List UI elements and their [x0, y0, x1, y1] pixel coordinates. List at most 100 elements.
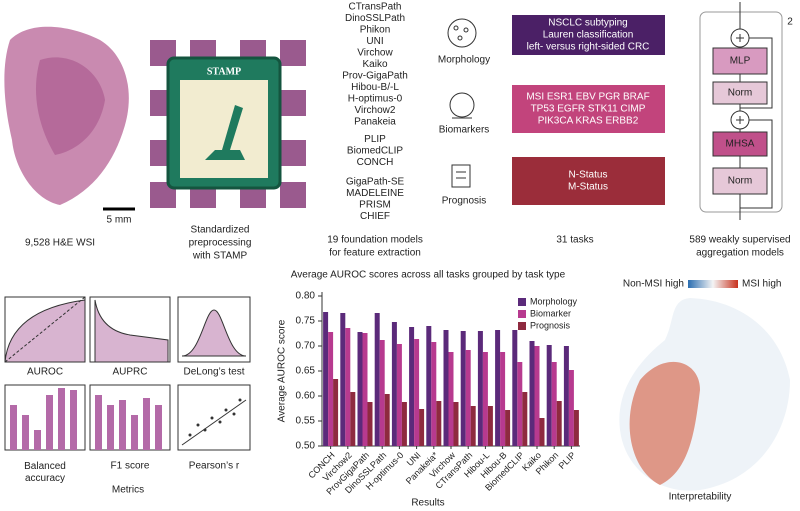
caption: aggregation models	[696, 248, 784, 259]
task-type: Prognosis	[442, 196, 486, 207]
block	[712, 47, 768, 75]
bar	[482, 352, 488, 446]
model-name: PRISM	[359, 200, 391, 211]
y-axis-label: Average AUROC score	[277, 319, 288, 422]
stamp-logo-inner	[180, 80, 268, 178]
bar	[419, 409, 425, 446]
bar	[534, 346, 540, 446]
x-tick-label: PLIP	[557, 450, 578, 471]
bar	[333, 379, 339, 446]
model-name: H-optimus-0	[348, 94, 403, 105]
bar	[487, 406, 493, 446]
bar	[436, 401, 442, 446]
bar	[367, 402, 373, 446]
bar	[500, 352, 506, 446]
model-name: GigaPath-SE	[346, 177, 405, 188]
bar	[401, 402, 407, 446]
caption: 589 weakly supervised	[689, 235, 790, 246]
task-type: Biomarkers	[439, 125, 490, 136]
colorbar	[688, 280, 738, 288]
caption: preprocessing	[189, 238, 252, 249]
bar	[495, 330, 501, 446]
task-label: NSCLC subtyping	[548, 18, 627, 29]
task-icons	[447, 18, 477, 188]
model-name: CONCH	[357, 157, 394, 168]
bar	[396, 344, 402, 446]
task-box	[512, 85, 665, 133]
bar	[384, 394, 390, 446]
model-name: Panakeia	[354, 117, 396, 128]
bar	[414, 339, 420, 446]
chart-title: Average AUROC scores across all tasks gr…	[291, 270, 566, 281]
task-label: PIK3CA KRAS ERBB2	[538, 116, 639, 127]
caption: Metrics	[112, 485, 144, 496]
y-tick-label: 0.70	[296, 341, 316, 352]
y-tick-label: 0.60	[296, 391, 316, 402]
bar	[443, 330, 449, 446]
model-name: Virchow2	[355, 105, 396, 116]
bar	[391, 322, 397, 446]
bar	[505, 410, 511, 446]
metric-bars	[10, 388, 162, 450]
bar	[529, 341, 535, 446]
bar	[522, 392, 528, 446]
bar	[350, 392, 356, 446]
logo-text: STAMP	[207, 66, 241, 77]
bar	[374, 313, 380, 446]
bar	[323, 312, 329, 446]
block	[712, 167, 768, 195]
legend-label: Prognosis	[530, 320, 571, 330]
model-name: DinoSSLPath	[345, 13, 405, 24]
bar	[539, 418, 545, 446]
bar	[477, 331, 483, 446]
bar	[453, 402, 459, 446]
y-tick-label: 0.80	[296, 291, 316, 302]
metric-label: Balanced accuracy	[24, 461, 66, 484]
block-label: Norm	[728, 88, 752, 99]
task-type: Morphology	[438, 55, 490, 66]
model-name: CHIEF	[360, 211, 390, 222]
model-name: Hibou-B/-L	[351, 82, 399, 93]
repeat: 2	[787, 17, 793, 28]
y-tick-label: 0.65	[296, 366, 316, 377]
metric-label: AUPRC	[112, 367, 147, 378]
legend-label: Biomarker	[530, 308, 571, 318]
task-label: M-Status	[568, 182, 608, 193]
bar	[546, 345, 552, 446]
legend-swatch	[518, 310, 526, 318]
caption: Interpretability	[669, 492, 732, 503]
block	[712, 81, 768, 105]
bar	[448, 352, 454, 446]
scatter-dots	[188, 398, 242, 437]
metric-label: AUROC	[27, 367, 63, 378]
metric-icons	[4, 296, 251, 451]
bar	[362, 333, 368, 446]
model-name: PLIP	[364, 134, 386, 145]
microscope-icon	[205, 105, 245, 160]
wsi-detail	[35, 57, 105, 155]
bar	[512, 330, 518, 446]
legend-swatch	[518, 298, 526, 306]
bar	[563, 346, 569, 446]
task-label: TP53 EGFR STK11 CIMP	[531, 104, 646, 115]
y-tick-label: 0.55	[296, 416, 316, 427]
caption: Standardized	[191, 225, 250, 236]
legend-label: MSI high	[742, 279, 781, 290]
bar	[357, 332, 363, 446]
block-label: Norm	[728, 176, 752, 187]
model-name: Phikon	[360, 25, 391, 36]
bar	[460, 331, 466, 446]
legend-label: Non-MSI high	[623, 279, 684, 290]
task-label: N-Status	[569, 170, 608, 181]
model-name: CTransPath	[349, 2, 402, 13]
bar	[409, 327, 415, 446]
task-label: MSI ESR1 EBV PGR BRAF	[526, 92, 649, 103]
block	[712, 131, 768, 157]
block-label: MHSA	[726, 139, 755, 150]
y-tick-label: 0.50	[296, 441, 316, 452]
metric-label: F1 score	[111, 461, 150, 472]
task-box	[512, 15, 665, 55]
model-name: Kaiko	[362, 59, 387, 70]
heatmap-hot	[629, 361, 700, 485]
